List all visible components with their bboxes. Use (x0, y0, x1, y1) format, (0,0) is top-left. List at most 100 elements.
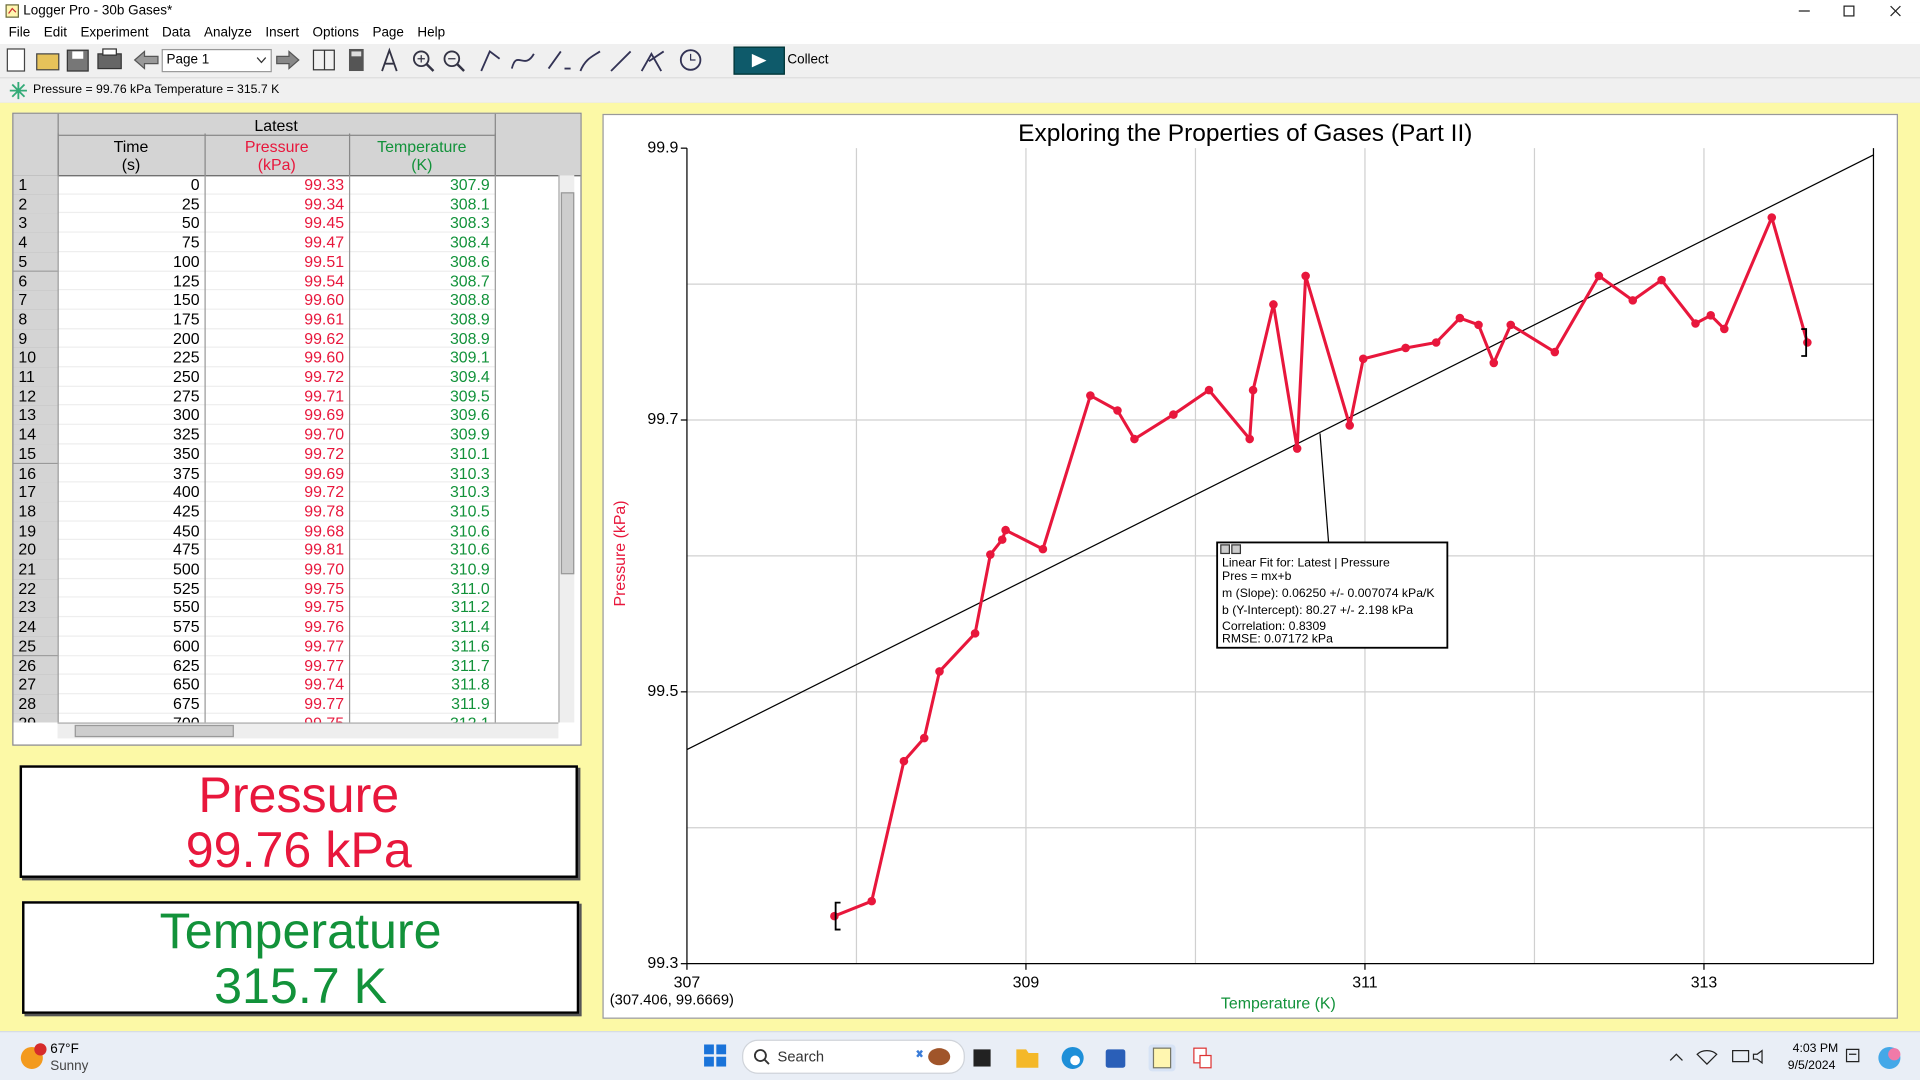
page-select[interactable]: Page 1 (161, 48, 272, 73)
status-bar: Pressure = 99.76 kPa Temperature = 315.7… (0, 77, 1920, 105)
start-button[interactable] (703, 1043, 727, 1067)
x-axis-label: Temperature (K) (1221, 995, 1336, 1012)
menu-item[interactable]: File (8, 25, 31, 41)
collect-button[interactable] (733, 46, 785, 75)
row-number: 12 (18, 386, 37, 405)
system-tray[interactable] (1665, 1044, 1778, 1068)
fit-text: Correlation: 0.8309 (1222, 619, 1326, 633)
weather-condition: Sunny (50, 1059, 89, 1074)
menu-item[interactable]: Help (417, 25, 446, 41)
row-line (57, 539, 495, 541)
tray-extras[interactable] (1843, 1044, 1910, 1071)
menu-item[interactable]: Experiment (80, 25, 149, 41)
data-point (1803, 338, 1812, 347)
row-number: 27 (18, 674, 37, 694)
cursor-readout: (307.406, 99.6669) (610, 992, 734, 1008)
range-bracket (1801, 328, 1808, 357)
row-line (57, 250, 495, 252)
row-line (57, 423, 495, 426)
row-line (57, 385, 495, 387)
scroll-thumb[interactable] (560, 192, 575, 575)
menu-item[interactable]: Edit (43, 25, 67, 41)
y-tick-label: 99.3 (647, 955, 678, 972)
table-cell: 308.1 (449, 194, 490, 213)
data-point (899, 756, 909, 766)
window-controls[interactable] (1788, 0, 1920, 22)
pinned-apps[interactable] (970, 1042, 1227, 1074)
table-cell: 309.5 (449, 386, 490, 405)
row-line (57, 577, 495, 579)
table-cell: 25 (181, 194, 200, 213)
scroll-thumb[interactable] (74, 724, 234, 738)
table-cell: 310.1 (449, 444, 490, 463)
menu-item[interactable]: Page (372, 25, 404, 41)
table-cell: 99.76 (304, 617, 345, 636)
meter-reading: 315.7 K (214, 957, 388, 1014)
row-line (57, 519, 495, 522)
table-cell: 99.45 (304, 213, 345, 232)
collect-label[interactable]: Collect (787, 52, 829, 68)
row-line (57, 692, 495, 695)
toolbar-icons[interactable] (0, 44, 735, 76)
table-cell: 250 (173, 367, 200, 386)
table-cell: 275 (173, 386, 200, 405)
data-point (1594, 271, 1604, 281)
table-cell: 600 (173, 636, 200, 655)
table-header (13, 113, 581, 177)
taskbar: 67°F Sunny Search 4:03 PM 9/5/2024 (0, 1031, 1920, 1080)
table-cell: 309.9 (449, 425, 490, 444)
data-point (1401, 343, 1410, 353)
table-cell: 75 (181, 232, 200, 252)
row-line (57, 500, 495, 502)
fit-text: RMSE: 0.07172 kPa (1222, 631, 1333, 645)
row-number: 14 (18, 425, 37, 444)
data-point (935, 667, 944, 676)
table-cell: 99.70 (304, 559, 345, 578)
table-cell: 310.3 (449, 482, 490, 502)
horizontal-scrollbar[interactable] (57, 722, 559, 739)
column-divider (348, 175, 351, 723)
weather-temp: 67°F (50, 1042, 79, 1057)
table-cell: 308.4 (449, 232, 490, 252)
meter-reading: 99.76 kPa (185, 821, 412, 878)
row-line (57, 366, 495, 368)
data-point (1358, 354, 1368, 364)
table-cell: 308.9 (449, 309, 490, 329)
column-name: Time (113, 137, 149, 156)
fit-box (1216, 541, 1449, 649)
fit-box-close[interactable] (1220, 544, 1230, 555)
temperature-meter: Temperature 315.7 K (22, 901, 580, 1014)
vertical-scrollbar[interactable] (558, 175, 575, 723)
data-point (970, 629, 980, 638)
menu-item[interactable]: Insert (265, 25, 300, 41)
search-placeholder: Search (777, 1048, 825, 1066)
row-line (57, 654, 495, 656)
table-cell: 309.6 (449, 405, 490, 425)
graph: Exploring the Properties of Gases (Part … (610, 120, 1875, 1012)
toolbar: Page 1 Collect (0, 44, 1920, 76)
fit-text: Pres = mx+b (1222, 569, 1292, 583)
table-cell: 312.1 (349, 713, 490, 722)
fit-box-menu[interactable] (1231, 544, 1242, 555)
menu-item[interactable]: Data (162, 25, 191, 41)
dropdown-arrow (256, 57, 267, 64)
data-point (867, 896, 876, 906)
row-line (57, 596, 495, 599)
fit-leader (1319, 433, 1330, 543)
fit-text: Linear Fit for: Latest | Pressure (1222, 555, 1390, 569)
row-number: 21 (18, 559, 37, 578)
table-cell: 99.74 (304, 674, 345, 694)
clock-date: 9/5/2024 (1787, 1059, 1836, 1073)
row-line (57, 558, 495, 560)
table-cell: 99.75 (204, 713, 344, 722)
table-cell: 0 (190, 175, 200, 194)
table-cell: 311.0 (451, 578, 490, 598)
menu-item[interactable]: Options (312, 25, 359, 41)
y-tick-label: 99.5 (647, 683, 678, 700)
row-number: 18 (18, 501, 37, 521)
table-cell: 99.33 (304, 175, 345, 194)
search-box[interactable]: Search (742, 1039, 965, 1074)
x-tick-label: 313 (1691, 974, 1718, 991)
table-cell: 450 (173, 521, 200, 540)
menu-item[interactable]: Analyze (203, 25, 252, 41)
